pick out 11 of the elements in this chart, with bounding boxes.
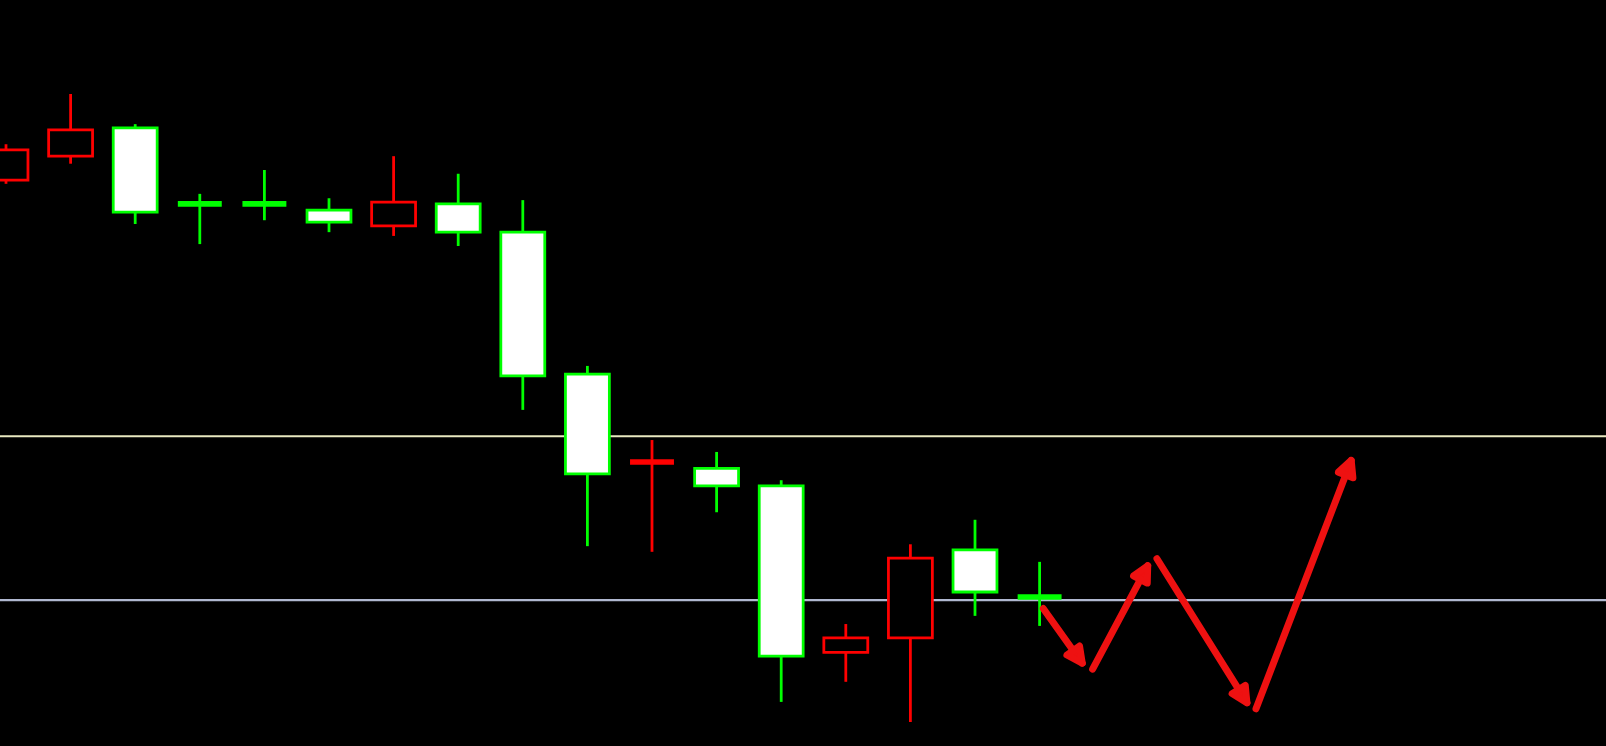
candlestick xyxy=(175,192,225,246)
candlestick xyxy=(1014,560,1065,628)
candlestick xyxy=(693,450,740,514)
candlestick xyxy=(434,172,482,248)
candlestick xyxy=(47,92,94,166)
candlestick xyxy=(822,622,870,684)
candlestick xyxy=(239,168,290,222)
candlestick xyxy=(305,196,353,234)
candlestick xyxy=(951,518,999,618)
candlestick xyxy=(370,154,417,238)
candlestick xyxy=(627,438,677,554)
